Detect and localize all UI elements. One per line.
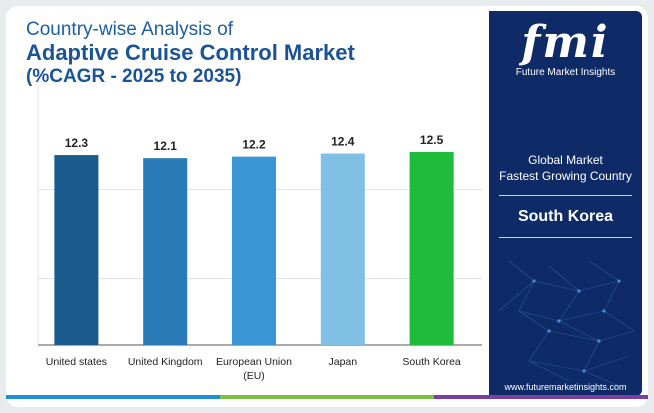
category-label: European Union [216, 356, 292, 368]
accent-segment-purple [434, 395, 648, 399]
chart-card: Country-wise Analysis of Adaptive Cruise… [6, 6, 648, 407]
website-url: www.futuremarketinsights.com [504, 382, 627, 392]
panel-line-2: Fastest Growing Country [499, 169, 632, 183]
bar [409, 151, 454, 345]
chart-title: Country-wise Analysis of Adaptive Cruise… [26, 20, 355, 86]
category-label: South Korea [402, 356, 461, 368]
category-label: United states [46, 356, 107, 368]
accent-segment-green [220, 395, 434, 399]
bar [232, 156, 276, 345]
category-label: (EU) [243, 370, 265, 382]
logo-text: Future Market Insights [515, 67, 616, 78]
data-label: 12.4 [331, 135, 355, 149]
title-line-3: (%CAGR - 2025 to 2035) [26, 66, 242, 87]
title-line-1: Country-wise Analysis of [26, 19, 233, 40]
panel-line-1: Global Market [528, 153, 603, 167]
category-label: Japan [328, 356, 357, 368]
data-label: 12.3 [65, 136, 89, 150]
panel-divider-top [499, 195, 632, 196]
bar [320, 153, 365, 345]
category-label: United Kingdom [128, 356, 203, 368]
data-label: 12.2 [242, 138, 266, 152]
bar [54, 155, 99, 345]
data-label: 12.5 [420, 133, 444, 147]
title-line-2: Adaptive Cruise Control Market [26, 40, 355, 65]
bar-chart: 12.3 United states 12.1 United Kingdom 12.2 E… [37, 81, 482, 382]
bar [143, 158, 188, 345]
fastest-growing-country: South Korea [517, 208, 614, 225]
panel-divider-bottom [499, 237, 632, 238]
fmi-logo: fmi Future Market Insights [489, 17, 642, 79]
logo-mark: fmi [521, 17, 610, 68]
bottom-accent-bar [6, 395, 648, 399]
network-pattern [498, 260, 635, 387]
info-panel: fmi Future Market Insights Global Market… [489, 11, 642, 396]
accent-segment-blue [6, 395, 220, 399]
data-label: 12.1 [154, 139, 178, 153]
